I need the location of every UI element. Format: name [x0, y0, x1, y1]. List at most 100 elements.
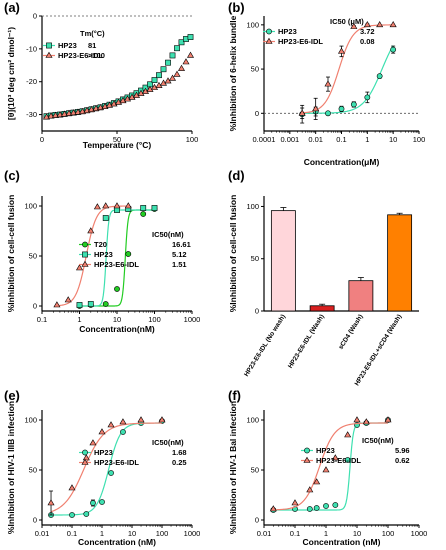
bar-category-label: HP23-E6-IDL+sCD4 (Wash) [354, 313, 404, 387]
data-point [93, 203, 101, 210]
data-point [102, 215, 109, 221]
legend-marker [303, 456, 311, 463]
legend-entry: T20 [94, 240, 107, 249]
data-point [182, 58, 190, 65]
data-point [74, 108, 82, 115]
legend-value: 0.25 [172, 458, 187, 467]
y-tick-label: 50 [29, 252, 37, 261]
y-tick-label: -10 [26, 44, 37, 53]
legend-entry: HP23-E6-IDL [278, 37, 323, 46]
x-tick-label: 10 [113, 315, 121, 324]
data-point [298, 109, 306, 116]
data-point [82, 454, 90, 461]
y-tick-label: 0 [33, 516, 37, 525]
x-tick-label: 0.1 [290, 529, 300, 538]
x-tick-label: 0.01 [35, 529, 50, 538]
y-tick-label: 50 [251, 254, 259, 263]
series-f-1 [269, 416, 392, 512]
data-point [312, 105, 320, 112]
data-point [102, 202, 110, 209]
data-point [140, 205, 147, 211]
data-point [107, 421, 115, 428]
data-point [344, 457, 351, 463]
plot-area-b [264, 21, 419, 124]
data-point [119, 418, 127, 425]
x-tick-label: 1 [324, 529, 328, 538]
legend-marker [82, 241, 88, 248]
data-point [65, 109, 73, 116]
data-point [128, 93, 136, 100]
y-tick-label: 100 [246, 416, 259, 425]
data-point [69, 109, 78, 116]
data-point [120, 429, 126, 435]
legend-value: >100 [88, 51, 105, 60]
data-point [132, 91, 141, 98]
legend-b: IC50 (μM) HP23 3.72 HP23-E6-IDL 0.08 [263, 17, 375, 46]
panel-label-d: (d) [228, 168, 245, 183]
y-tick-label: 0 [33, 12, 37, 21]
series-c-1 [76, 205, 158, 308]
legend-entry: HP23 [58, 41, 77, 50]
plot-area-f [269, 416, 392, 513]
y-tick-label: 0 [255, 109, 259, 118]
data-point [124, 202, 132, 209]
x-tick-label: 0.1 [67, 529, 77, 538]
data-point [87, 227, 95, 234]
data-point [53, 301, 61, 308]
legend-marker [265, 37, 273, 44]
x-tick-label: 10 [389, 135, 397, 144]
y-tick-label: 100 [24, 202, 37, 211]
bar [309, 305, 335, 312]
x-tick-label: 100 [413, 135, 426, 144]
data-point [83, 511, 90, 517]
data-point [87, 301, 94, 307]
data-point [350, 101, 357, 108]
legend-entry: HP23 [316, 446, 335, 455]
y-axis-label-f: %Inhibition of HIV-1 Bal infection [228, 401, 238, 534]
data-point [47, 112, 55, 119]
data-point [364, 94, 371, 101]
x-axis-label-b: Concentration(μM) [304, 157, 380, 167]
data-point [158, 416, 166, 423]
legend-marker [82, 251, 88, 258]
fit-curve [51, 422, 162, 516]
data-point [389, 21, 397, 28]
data-point [114, 98, 123, 105]
data-point [350, 22, 358, 29]
legend-f: IC50(nM) HP23 5.96 HP23-E6-IDL 0.62 [301, 436, 410, 465]
y-tick-label: -30 [26, 110, 37, 119]
data-point [99, 499, 105, 505]
data-point [306, 506, 313, 512]
x-tick-label: 10 [353, 529, 361, 538]
x-axis-label-e: Concentration (nM) [78, 537, 156, 547]
data-point [156, 72, 162, 79]
y-tick-label: 100 [246, 20, 259, 29]
data-point [114, 286, 120, 292]
data-point [102, 301, 109, 307]
data-point [90, 500, 96, 506]
data-point [353, 416, 361, 423]
data-point [291, 499, 299, 506]
series-b-1 [298, 21, 397, 120]
y-axis-label-d: %Inhibition of cell-cell fusion [228, 195, 238, 313]
data-point [151, 205, 158, 211]
x-tick-label: 10 [128, 529, 136, 538]
data-point [141, 87, 150, 94]
plot-area-c [53, 202, 158, 309]
legend-value: 1.68 [172, 448, 187, 457]
y-tick-label: 50 [251, 466, 259, 475]
data-point [125, 251, 132, 257]
y-tick-label: 100 [24, 416, 37, 425]
data-point [178, 39, 185, 46]
legend-value: 1.51 [172, 260, 187, 269]
data-point [98, 428, 106, 435]
data-point [173, 70, 181, 77]
panel-label-c: (c) [4, 168, 20, 183]
x-tick-label: 100 [148, 315, 161, 324]
data-point [76, 302, 83, 308]
x-tick-label: 50 [113, 135, 121, 144]
series-c-2 [53, 202, 132, 308]
data-point [47, 499, 55, 506]
y-axis-label-b: %Inhibition of 6-helix bundle [228, 15, 238, 131]
